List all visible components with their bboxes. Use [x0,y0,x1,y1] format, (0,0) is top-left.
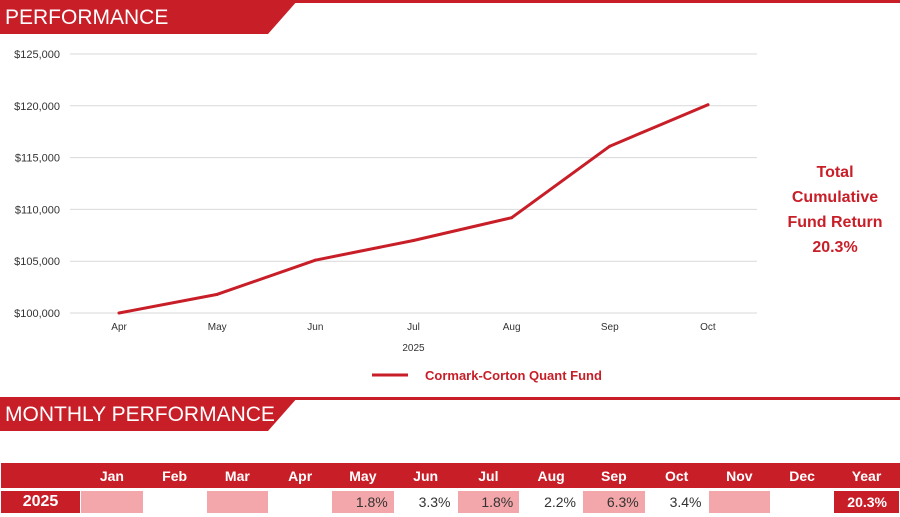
month-return-cell [268,489,332,513]
x-tick-label: Apr [111,322,127,333]
y-tick-label: $105,000 [14,256,60,268]
month-return-cell [142,489,207,513]
x-tick-label: Jun [307,322,323,333]
table-header-dec: Dec [770,463,834,491]
data-point [608,144,612,148]
table-row: 2025 1.8% 3.3% 1.8% 2.2% 6.3% 3.4% 20.3% [0,489,900,513]
y-tick-label: $100,000 [14,308,60,320]
total-return-value: 20.3% [812,239,858,256]
header-tab [0,0,298,34]
table-header-apr: Apr [268,463,332,491]
series-line [117,103,710,315]
month-return-cell: 3.3% [393,489,458,513]
performance-title: PERFORMANCE [5,6,169,29]
x-tick-label: Oct [700,322,716,333]
month-return-cell [80,489,144,513]
performance-line-chart: $100,000 $105,000 $110,000 $115,000 $120,000… [14,49,757,383]
total-line-3: Fund Return [787,214,883,231]
table-header-jan: Jan [80,463,144,491]
month-return-cell [770,489,834,513]
legend-label: Cormark-Corton Quant Fund [425,368,602,383]
header-tab [0,397,298,431]
data-point [510,216,514,220]
y-tick-label: $125,000 [14,49,60,61]
table-header-mar: Mar [206,463,269,491]
data-point [117,311,121,315]
table-header-row: Jan Feb Mar Apr May Jun Jul Aug Sep Oct Nov Dec Year [0,463,900,491]
total-cumulative-return: Total Cumulative Fund Return 20.3% [770,160,900,260]
y-tick-label: $115,000 [15,153,60,165]
year-total-cell: 20.3% [833,489,900,513]
y-tick-label: $120,000 [14,101,60,113]
month-return-cell [707,489,772,513]
total-line-2: Cumulative [791,189,879,206]
month-return-cell: 3.4% [644,489,709,513]
header-rule [0,0,900,3]
month-return-cell: 2.2% [519,489,583,513]
data-point [412,238,415,242]
x-tick-label: Jul [407,322,420,333]
monthly-performance-header: MONTHLY PERFORMANCE [0,397,900,433]
table-header-feb: Feb [143,463,206,491]
table-header-jun: Jun [394,463,457,491]
y-tick-label: $110,000 [15,204,60,216]
row-year-label: 2025 [0,489,81,513]
table-header-sep: Sep [582,463,646,491]
data-point [706,103,710,107]
table-header-blank [0,463,81,491]
table-header-year: Year [833,463,900,491]
month-return-cell [205,489,270,513]
performance-header: PERFORMANCE [0,0,900,36]
table-header-oct: Oct [645,463,708,491]
table-header-may: May [331,463,395,491]
month-return-cell: 1.8% [331,489,395,513]
table-header-nov: Nov [708,463,771,491]
total-line-1: Total [816,164,854,181]
monthly-performance-table: Jan Feb Mar Apr May Jun Jul Aug Sep Oct Nov Dec Year… [0,463,900,513]
month-return-cell: 1.8% [456,489,521,513]
month-return-cell: 6.3% [582,489,646,513]
data-point [215,292,219,296]
table-header-jul: Jul [457,463,520,491]
table-header-aug: Aug [519,463,583,491]
x-tick-label: Aug [503,322,521,333]
x-tick-label: Sep [601,322,619,333]
header-rule [0,397,900,400]
x-tick-label: May [208,322,227,333]
monthly-performance-title: MONTHLY PERFORMANCE [5,403,275,426]
data-point [313,258,317,262]
x-group-label: 2025 [402,343,425,354]
